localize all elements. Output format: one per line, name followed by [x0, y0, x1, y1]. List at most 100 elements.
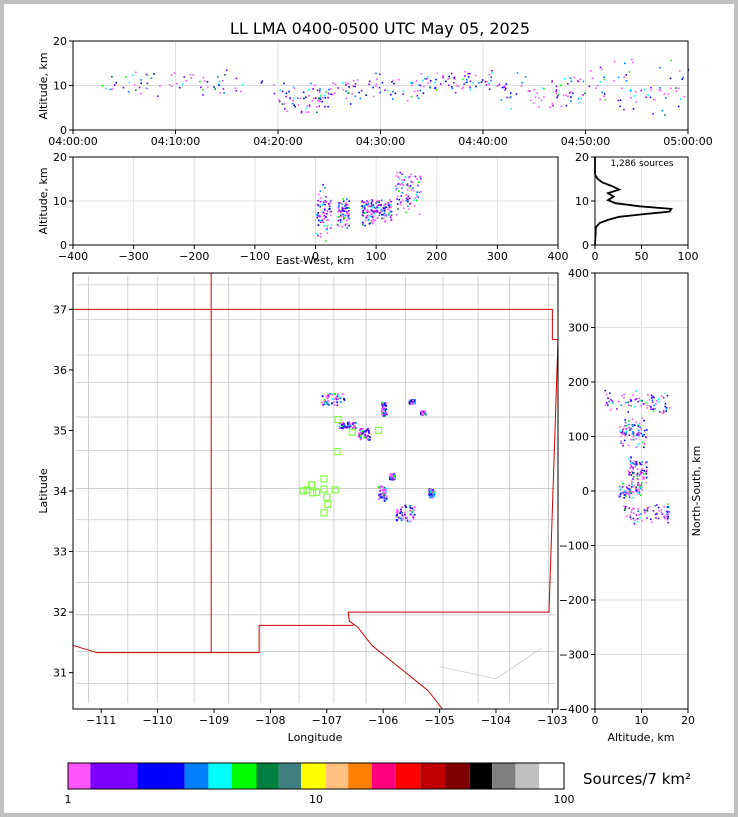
- ew-source-point: [347, 216, 350, 218]
- map-source-point: [400, 517, 402, 520]
- time-source-point: [342, 89, 345, 91]
- x-tick-label: −104: [481, 714, 511, 727]
- map-source-point: [385, 495, 388, 497]
- ew-source-point: [380, 209, 383, 212]
- map-source-point: [342, 421, 344, 424]
- x-tick-label: −300: [119, 250, 149, 263]
- ns-source-point: [623, 393, 626, 396]
- ns-source-point: [640, 463, 643, 466]
- ns-source-point: [631, 481, 633, 484]
- time-source-point: [222, 88, 225, 90]
- time-source-point: [599, 98, 601, 101]
- time-source-point: [122, 86, 125, 89]
- time-source-point: [240, 90, 242, 93]
- time-source-point: [677, 105, 680, 108]
- ns-source-point: [636, 490, 638, 493]
- ew-source-point: [380, 199, 383, 202]
- time-source-point: [410, 95, 413, 98]
- ns-source-point: [627, 401, 629, 404]
- ns-source-point: [640, 432, 642, 435]
- map-source-point: [385, 402, 388, 405]
- time-source-point: [588, 85, 591, 88]
- ns-source-point: [666, 518, 669, 521]
- ns-source-point: [643, 419, 645, 422]
- ew-source-point: [318, 204, 321, 206]
- map-source-point: [348, 422, 351, 424]
- colorbar-swatch: [278, 763, 302, 789]
- time-source-point: [213, 86, 215, 88]
- ew-source-point: [374, 219, 376, 221]
- time-source-point: [415, 80, 418, 82]
- time-source-point: [457, 85, 460, 88]
- time-source-point: [111, 75, 113, 78]
- map-source-point: [379, 489, 381, 492]
- colorbar-tick-label: 100: [554, 793, 575, 806]
- ns-source-point: [657, 506, 660, 509]
- map-source-point: [342, 425, 345, 428]
- ew-source-point: [339, 214, 342, 216]
- ew-source-point: [325, 229, 327, 231]
- time-source-point: [189, 73, 191, 76]
- ns-source-point: [641, 472, 644, 474]
- map-source-point: [359, 437, 362, 439]
- map-source-point: [357, 432, 360, 435]
- ns-source-point: [620, 440, 622, 443]
- map-source-point: [381, 412, 384, 415]
- ew-source-point: [401, 183, 403, 185]
- map-source-point: [323, 401, 326, 404]
- time-source-point: [294, 105, 296, 108]
- ns-source-point: [666, 517, 669, 520]
- time-source-point: [565, 94, 567, 97]
- map-source-point: [338, 425, 341, 428]
- ew-source-point: [395, 188, 397, 191]
- ns-source-point: [625, 490, 627, 492]
- ew-source-point: [372, 215, 375, 217]
- y-tick-label: −100: [559, 540, 589, 553]
- map-source-point: [423, 410, 425, 413]
- time-source-point: [555, 89, 558, 91]
- ew-source-point: [372, 210, 374, 212]
- station-marker: [309, 489, 317, 497]
- time-source-point: [629, 90, 632, 92]
- map-source-point: [383, 407, 386, 410]
- map-source-point: [366, 428, 369, 431]
- ew-source-point: [326, 232, 329, 234]
- time-source-point: [145, 73, 148, 76]
- ns-source-point: [646, 429, 648, 431]
- map-source-point: [322, 404, 324, 406]
- ew-source-point: [368, 223, 371, 225]
- ew-source-point: [339, 202, 341, 204]
- time-source-point: [417, 97, 420, 99]
- time-source-point: [603, 95, 605, 98]
- time-source-point: [273, 92, 276, 95]
- time-source-point: [281, 103, 284, 105]
- time-source-point: [372, 95, 375, 98]
- time-source-point: [643, 88, 646, 91]
- ew-source-point: [324, 216, 326, 218]
- ns-source-point: [628, 494, 631, 497]
- ns-source-point: [636, 518, 638, 521]
- time-source-point: [332, 82, 334, 84]
- ew-source-point: [330, 224, 333, 227]
- ew-source-point: [365, 216, 367, 219]
- time-source-point: [683, 95, 686, 98]
- time-source-point: [632, 61, 634, 64]
- ns-source-point: [646, 509, 649, 512]
- time-source-point: [467, 72, 469, 75]
- time-source-point: [464, 81, 467, 84]
- time-source-point: [603, 93, 606, 95]
- time-source-point: [283, 82, 285, 85]
- ew-source-point: [384, 206, 387, 209]
- ns-source-point: [629, 399, 632, 401]
- ns-source-point: [629, 488, 631, 491]
- ns-source-point: [632, 512, 635, 514]
- map-source-point: [402, 517, 405, 520]
- map-source-point: [382, 405, 385, 407]
- ns-source-point: [623, 432, 626, 435]
- time-source-point: [289, 97, 291, 100]
- ew-source-point: [329, 207, 331, 210]
- time-source-point: [192, 74, 194, 76]
- time-source-point: [621, 87, 623, 90]
- time-source-point: [596, 84, 599, 87]
- ns-source-point: [606, 393, 608, 396]
